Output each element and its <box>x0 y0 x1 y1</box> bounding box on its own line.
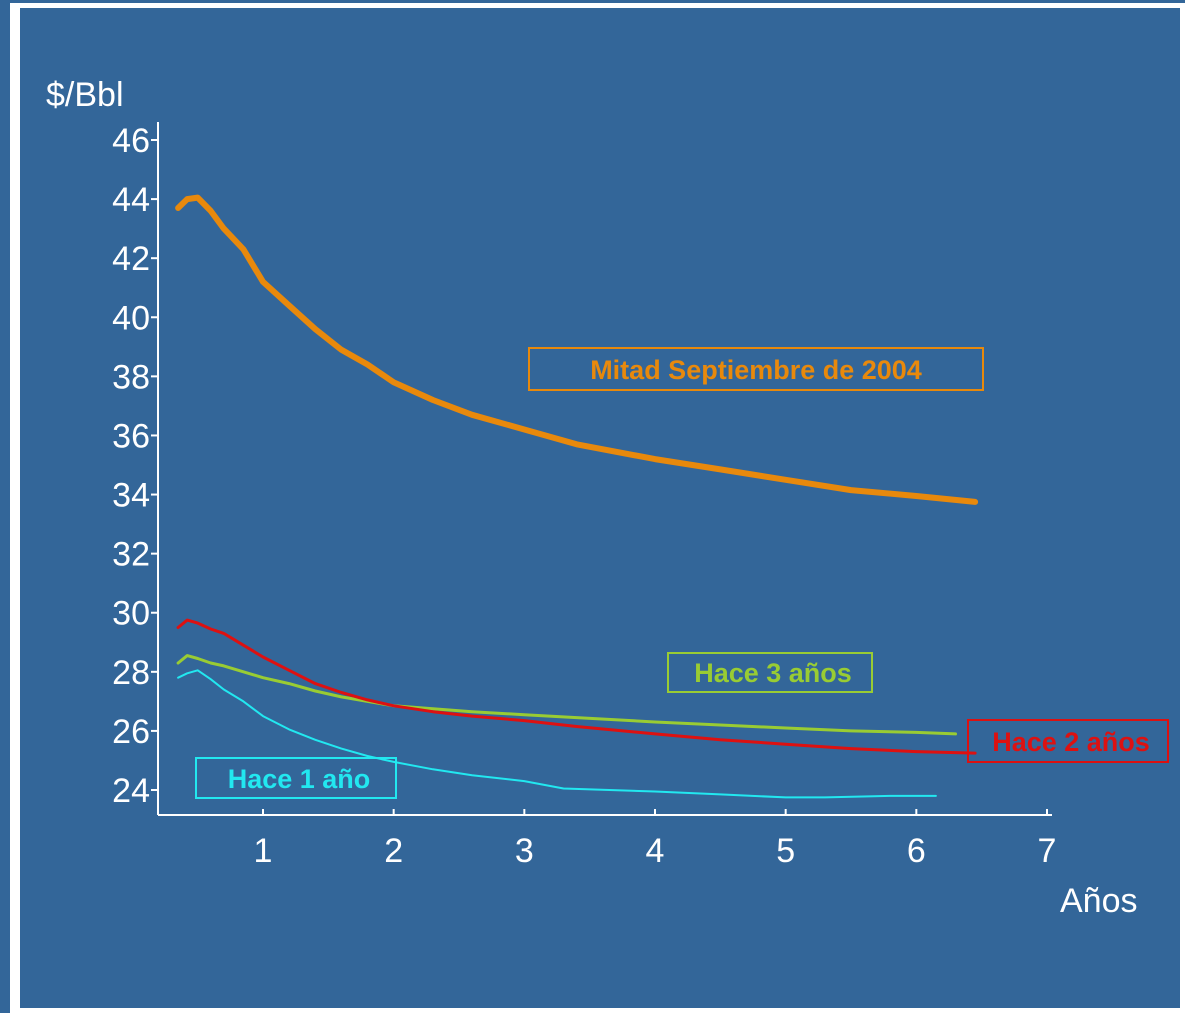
top-border <box>0 0 1185 3</box>
label-hace-1-ano: Hace 1 año <box>195 757 397 799</box>
series-lines <box>175 194 979 799</box>
x-tick-label: 2 <box>384 832 403 870</box>
y-tick-label: 44 <box>112 181 150 219</box>
y-tick-label: 46 <box>112 122 150 160</box>
y-tick-label: 36 <box>112 417 150 455</box>
y-tick-label: 28 <box>112 654 150 692</box>
label-mitad-septiembre: Mitad Septiembre de 2004 <box>528 347 984 391</box>
y-tick-label: 42 <box>112 240 150 278</box>
x-tick-label: 4 <box>646 832 665 870</box>
series-line-mitad-septiembre <box>175 194 979 505</box>
label-mitad-septiembre-text: Mitad Septiembre de 2004 <box>590 355 922 385</box>
label-hace-3-anos: Hace 3 años <box>667 652 873 693</box>
series-line-hace-2-anos <box>176 618 977 755</box>
y-tick-label: 24 <box>112 772 150 810</box>
label-hace-3-anos-text: Hace 3 años <box>694 658 852 688</box>
label-hace-1-ano-text: Hace 1 año <box>228 764 371 794</box>
y-tick-label: 30 <box>112 595 150 633</box>
y-axis-ticks: 24 26 28 30 32 34 36 38 40 42 44 46 <box>112 122 158 810</box>
x-tick-label: 5 <box>776 832 795 870</box>
left-border <box>0 0 10 1013</box>
y-tick-label: 26 <box>112 713 150 751</box>
label-hace-2-anos-text: Hace 2 años <box>992 727 1150 757</box>
label-hace-2-anos: Hace 2 años <box>967 719 1169 763</box>
y-axis-title: $/Bbl <box>46 76 124 114</box>
x-tick-label: 7 <box>1038 832 1057 870</box>
x-tick-label: 6 <box>907 832 926 870</box>
x-tick-label: 3 <box>515 832 534 870</box>
y-tick-label: 32 <box>112 536 150 574</box>
x-axis-title: Años <box>1060 882 1138 920</box>
y-tick-label: 34 <box>112 477 150 515</box>
chart-panel <box>20 8 1180 1008</box>
x-axis-ticks: 1 2 3 4 5 6 7 <box>254 809 1057 870</box>
y-tick-label: 40 <box>112 299 150 337</box>
x-tick-label: 1 <box>254 832 273 870</box>
y-tick-label: 38 <box>112 358 150 396</box>
